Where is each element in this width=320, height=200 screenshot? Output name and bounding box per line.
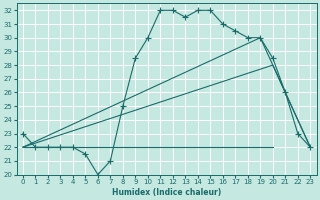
X-axis label: Humidex (Indice chaleur): Humidex (Indice chaleur) — [112, 188, 221, 197]
